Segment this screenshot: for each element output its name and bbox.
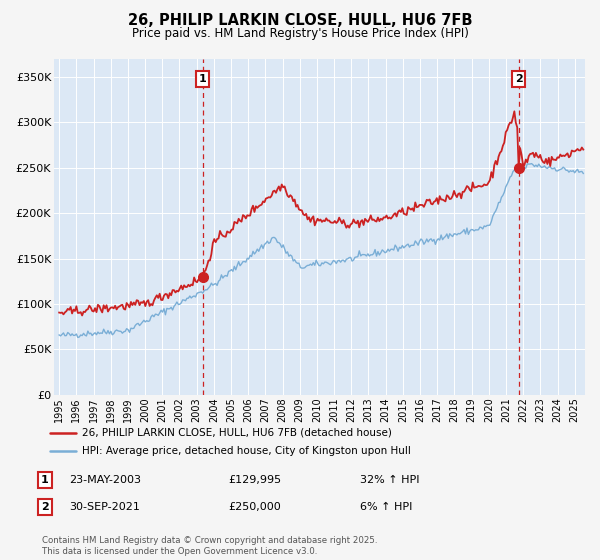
Text: 2: 2 bbox=[41, 502, 49, 512]
Text: 1: 1 bbox=[41, 475, 49, 485]
Text: 30-SEP-2021: 30-SEP-2021 bbox=[69, 502, 140, 512]
Text: 2: 2 bbox=[515, 74, 523, 84]
Text: Price paid vs. HM Land Registry's House Price Index (HPI): Price paid vs. HM Land Registry's House … bbox=[131, 27, 469, 40]
Text: HPI: Average price, detached house, City of Kingston upon Hull: HPI: Average price, detached house, City… bbox=[82, 446, 410, 456]
Text: 6% ↑ HPI: 6% ↑ HPI bbox=[360, 502, 412, 512]
Text: Contains HM Land Registry data © Crown copyright and database right 2025.
This d: Contains HM Land Registry data © Crown c… bbox=[42, 536, 377, 556]
Text: £250,000: £250,000 bbox=[228, 502, 281, 512]
Text: 23-MAY-2003: 23-MAY-2003 bbox=[69, 475, 141, 485]
Text: 26, PHILIP LARKIN CLOSE, HULL, HU6 7FB: 26, PHILIP LARKIN CLOSE, HULL, HU6 7FB bbox=[128, 13, 472, 28]
Text: 26, PHILIP LARKIN CLOSE, HULL, HU6 7FB (detached house): 26, PHILIP LARKIN CLOSE, HULL, HU6 7FB (… bbox=[82, 428, 391, 437]
Text: 1: 1 bbox=[199, 74, 206, 84]
Text: £129,995: £129,995 bbox=[228, 475, 281, 485]
Text: 32% ↑ HPI: 32% ↑ HPI bbox=[360, 475, 419, 485]
